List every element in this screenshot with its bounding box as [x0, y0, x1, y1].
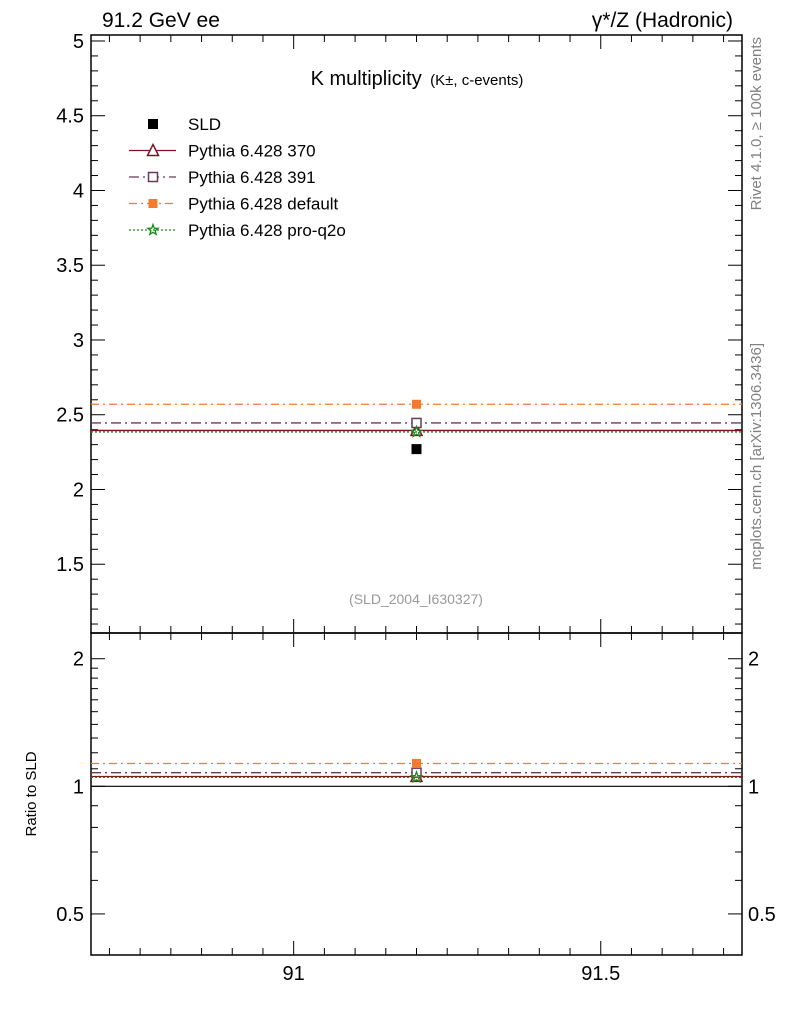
- ratio-y-label: Ratio to SLD: [23, 751, 40, 836]
- main-series-group: [91, 399, 742, 455]
- x-tick-label: 91: [283, 963, 305, 985]
- legend-label: Pythia 6.428 default: [188, 195, 339, 214]
- main-y-tick-label: 5: [73, 31, 84, 53]
- legend-label: SLD: [188, 115, 221, 134]
- ratio-y-tick-label: 0.5: [56, 904, 84, 926]
- marker-filled-square: [148, 199, 158, 208]
- ratio-plot-frame: [90, 632, 743, 956]
- ratio-series-group: [91, 759, 742, 787]
- main-y-tick-label: 2.5: [56, 405, 84, 427]
- ratio-y-tick-label-right: 0.5: [748, 904, 776, 926]
- header-left: 91.2 GeV ee: [102, 9, 220, 32]
- x-axis: 91 91.5: [108, 35, 725, 985]
- marker-filled-square: [412, 399, 421, 409]
- ratio-y-tick-label: 2: [73, 649, 84, 671]
- marker-open-star: [409, 424, 424, 438]
- marker-filled-square: [412, 759, 421, 769]
- main-y-axis: 1.5 2 2.5 3 3.5 4 4.5 5: [56, 31, 742, 625]
- ratio-y-axis: 0.5 0.5 1 1 2 2: [56, 649, 776, 956]
- marker-open-square: [147, 171, 159, 183]
- legend-label: Pythia 6.428 370: [188, 142, 316, 161]
- legend: SLD Pythia 6.428 370 Pythia 6.428 391 Pythi…: [129, 115, 346, 240]
- chart-title: K multiplicity (K±, c-events): [311, 68, 524, 90]
- main-y-tick-label: 3.5: [56, 255, 84, 277]
- main-y-tick-label: 3: [73, 330, 84, 352]
- marker-filled-square: [148, 119, 158, 129]
- marker-open-triangle: [146, 142, 160, 157]
- main-y-tick-label: 4: [73, 180, 84, 202]
- x-tick-label: 91.5: [581, 963, 620, 985]
- ratio-y-tick-label-right: 2: [748, 649, 759, 671]
- marker-open-star: [409, 769, 424, 784]
- header-right: γ*/Z (Hadronic): [592, 9, 733, 32]
- marker-open-star: [146, 222, 160, 236]
- marker-filled-square: [411, 444, 422, 455]
- ratio-y-tick-label: 1: [73, 776, 84, 798]
- mcplots-label: mcplots.cern.ch [arXiv:1306.3436]: [748, 343, 765, 570]
- chart-title-main: K multiplicity: [311, 68, 422, 90]
- chart-title-sub: (K±, c-events): [430, 72, 523, 89]
- main-y-tick-label: 4.5: [56, 106, 84, 128]
- main-y-tick-label: 1.5: [56, 554, 84, 576]
- main-y-tick-label: 2: [73, 479, 84, 501]
- legend-label: Pythia 6.428 391: [188, 168, 316, 187]
- legend-label: Pythia 6.428 pro-q2o: [188, 221, 346, 240]
- ratio-y-tick-label-right: 1: [748, 776, 759, 798]
- rivet-label: Rivet 4.1.0, ≥ 100k events: [748, 37, 765, 210]
- analysis-label: (SLD_2004_I630327): [349, 591, 483, 607]
